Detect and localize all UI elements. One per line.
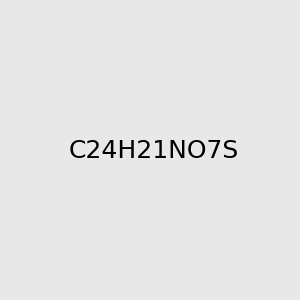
Text: C24H21NO7S: C24H21NO7S bbox=[69, 140, 239, 164]
